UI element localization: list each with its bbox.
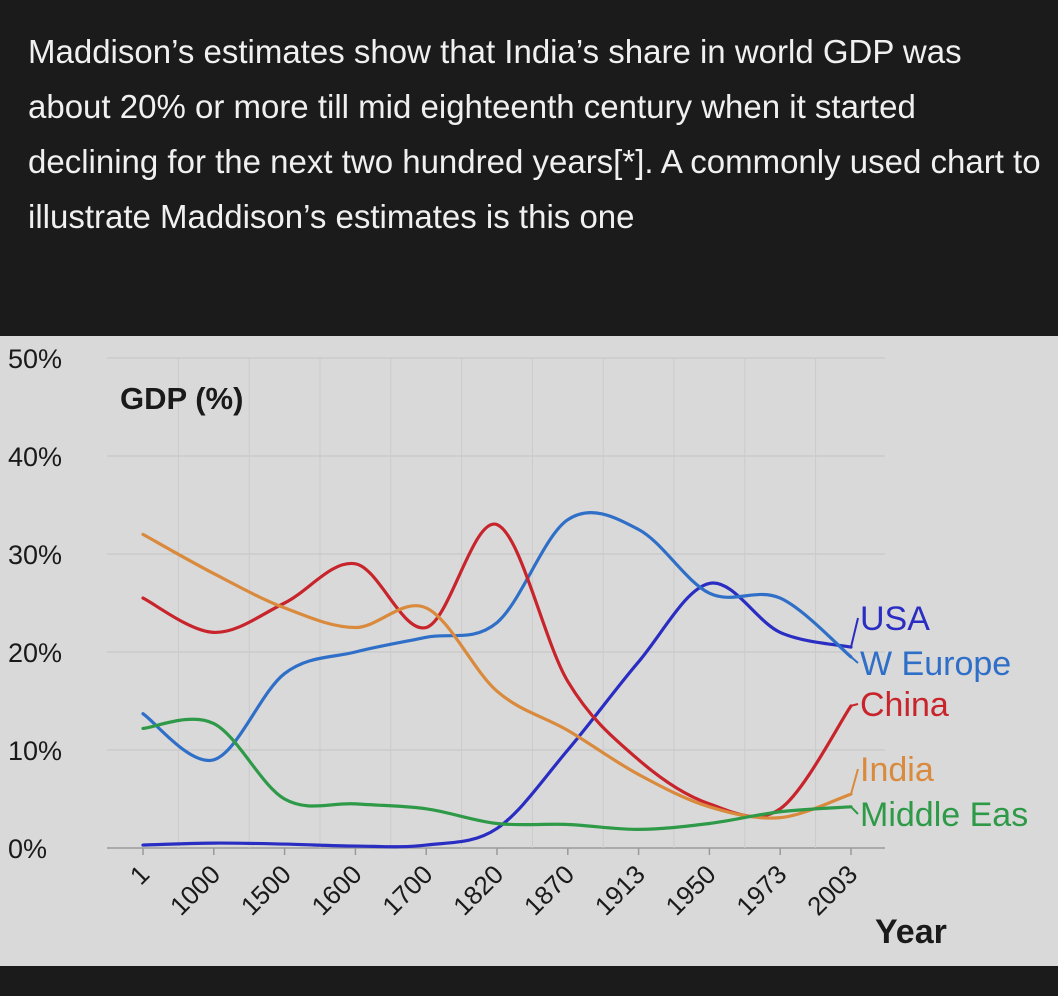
legend-leader-w-europe [850, 656, 859, 664]
y-tick-label: 10% [8, 736, 62, 766]
x-tick-label: 1000 [164, 859, 226, 921]
legend-label-usa: USA [860, 600, 930, 638]
series-line-middle-eas [141, 717, 853, 831]
x-tick-label: 2003 [801, 859, 863, 921]
series-lines [141, 511, 853, 849]
chart-panel: 0% 10% 20% 30% 40% 50% 1 1000 1500 1600 1700 1820 1… [0, 336, 1058, 966]
legend-leader-middle-eas [850, 806, 859, 815]
bottom-bar [0, 966, 1058, 996]
x-tick-label: 1600 [306, 859, 368, 921]
x-tick-label: 1973 [730, 859, 792, 921]
x-tick-label: 1700 [376, 859, 438, 921]
x-tick-label: 1870 [518, 859, 580, 921]
y-tick-label: 30% [8, 540, 62, 570]
x-tick-label: 1950 [660, 859, 722, 921]
legend-label-india: India [860, 751, 934, 789]
y-axis-title: GDP (%) [120, 381, 243, 416]
x-axis-title: Year [875, 913, 947, 951]
x-tick-label: 1820 [447, 859, 509, 921]
y-axis-ticks: 0% 10% 20% 30% 40% 50% [8, 344, 62, 864]
y-tick-label: 40% [8, 442, 62, 472]
series-line-usa [141, 581, 853, 849]
series-line-w-europe [141, 511, 853, 762]
legend-leader-india [850, 768, 859, 795]
x-tick-label: 1913 [589, 859, 651, 921]
y-tick-label: 50% [8, 344, 62, 374]
legend-leader-china [850, 703, 859, 707]
y-tick-label: 0% [8, 834, 47, 864]
gdp-share-chart: 0%10%20%30%40%50% 1 1000 1500 1600 1700 1820 1… [8, 344, 1028, 951]
legend-label-middle-eas: Middle Eas [860, 796, 1028, 834]
x-tick-label: 1 [124, 859, 155, 890]
y-tick-label: 20% [8, 638, 62, 668]
x-tick-label: 1500 [235, 859, 297, 921]
legend-label-china: China [860, 686, 949, 724]
post-text: Maddison’s estimates show that India’s s… [28, 33, 1041, 235]
legend-leader-usa [850, 617, 859, 648]
legend-label-w-europe: W Europe [860, 645, 1011, 683]
series-line-india [141, 532, 853, 820]
grid-lines [107, 357, 885, 849]
x-axis-ticks: 1 1000 1500 1600 1700 1820 1870 1913 1950 1973 200… [124, 848, 863, 921]
